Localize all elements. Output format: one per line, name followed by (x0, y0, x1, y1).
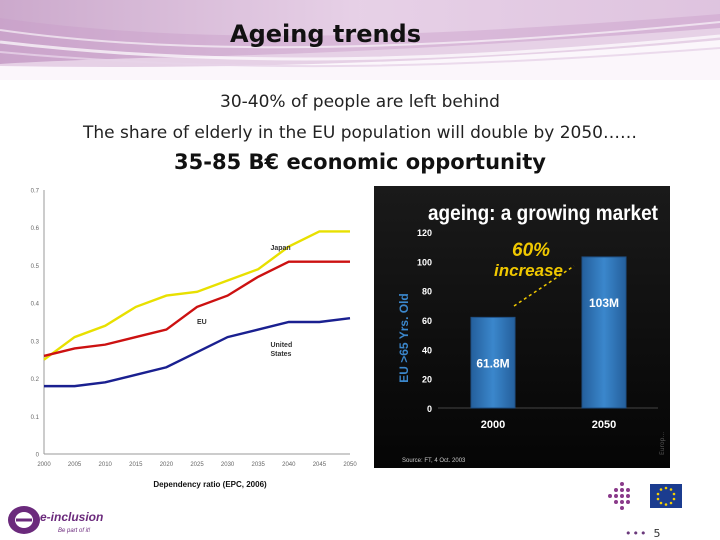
line-chart-x-tick-label: 2035 (252, 462, 266, 468)
line-series-label: EU (197, 319, 207, 326)
line-chart-x-tick-label: 2005 (68, 462, 82, 468)
bar-chart-y-tick-label: 80 (422, 287, 432, 297)
dependency-ratio-line-chart: 0 0.1 0.2 0.3 0.4 0.5 0.6 0.7 2000 2005 2010 2015 20… (22, 182, 360, 492)
line-chart-x-tick-label: 2050 (343, 462, 357, 468)
bar-2050 (581, 256, 627, 409)
line-chart-y-tick-label: 0 (36, 453, 40, 459)
line-chart-y-tick-label: 0.7 (31, 189, 40, 195)
bar-value-label: 103M (589, 296, 619, 310)
bar-chart-title: ageing: a growing market (428, 202, 658, 225)
line-chart-x-tick-label: 2010 (99, 462, 113, 468)
line-chart-y-tick-label: 0.2 (31, 377, 40, 383)
e-inclusion-tagline: Be part of it! (58, 528, 91, 534)
bar-category-label: 2050 (592, 419, 616, 431)
partner-logos (608, 482, 682, 510)
ageing-market-bar-chart: ageing: a growing market EU >65 Yrs. Old… (374, 186, 670, 468)
line-chart-y-tick-label: 0.6 (31, 226, 40, 232)
eu-vertical-label: Europ... (659, 431, 666, 455)
header-banner (0, 0, 720, 80)
dots-logo-icon (608, 482, 630, 510)
page-dots: ••• (625, 527, 648, 540)
bar-chart-y-tick-label: 20 (422, 375, 432, 385)
bar-chart-y-tick-label: 0 (427, 404, 432, 414)
line-chart-x-tick-label: 2045 (313, 462, 327, 468)
bar-chart-y-axis-label: EU >65 Yrs. Old (397, 293, 411, 383)
line-series-label: Japan (270, 245, 290, 252)
line-chart-y-tick-label: 0.3 (31, 339, 40, 345)
line-chart-y-tick-label: 0.4 (31, 302, 40, 308)
line-chart-x-tick-label: 2000 (37, 462, 51, 468)
line-chart-x-axis-label: Dependency ratio (EPC, 2006) (153, 480, 267, 489)
line-chart-y-tick-label: 0.5 (31, 264, 40, 270)
page-number-value: 5 (653, 527, 661, 540)
eu-flag-icon (650, 484, 682, 508)
subtitle-line-2: The share of elderly in the EU populatio… (83, 123, 637, 143)
line-series-label: United (270, 342, 292, 349)
line-chart-x-tick-label: 2015 (129, 462, 143, 468)
bar-category-label: 2000 (481, 419, 505, 431)
bar-2000 (470, 316, 516, 409)
subtitle-line-3: 35-85 B€ economic opportunity (174, 150, 546, 174)
bar-chart-y-tick-label: 100 (417, 257, 432, 267)
line-chart-x-tick-label: 2040 (282, 462, 296, 468)
line-series-label: States (270, 351, 291, 358)
e-inclusion-logo: e-inclusion Be part of it! (8, 506, 103, 534)
page-number: ••• 5 (625, 527, 660, 540)
growth-arrow-line (513, 265, 575, 307)
bar-chart-annotation-text: increase (494, 261, 563, 280)
slide-title: Ageing trends (230, 20, 422, 48)
line-chart-x-tick-label: 2025 (190, 462, 204, 468)
line-chart-x-tick-label: 2020 (160, 462, 174, 468)
bar-chart-source: Source: FT, 4 Oct. 2003 (402, 458, 466, 464)
bar-chart-y-tick-label: 40 (422, 345, 432, 355)
subtitle-line-1: 30-40% of people are left behind (220, 92, 500, 112)
line-chart-y-tick-label: 0.1 (31, 415, 40, 421)
line-chart-x-tick-label: 2030 (221, 462, 235, 468)
bar-chart-y-tick-label: 60 (422, 316, 432, 326)
bar-value-label: 61.8M (476, 356, 509, 370)
e-inclusion-logo-text: e-inclusion (40, 510, 103, 524)
bar-chart-y-tick-label: 120 (417, 228, 432, 238)
bar-chart-annotation-percent: 60% (512, 240, 550, 261)
